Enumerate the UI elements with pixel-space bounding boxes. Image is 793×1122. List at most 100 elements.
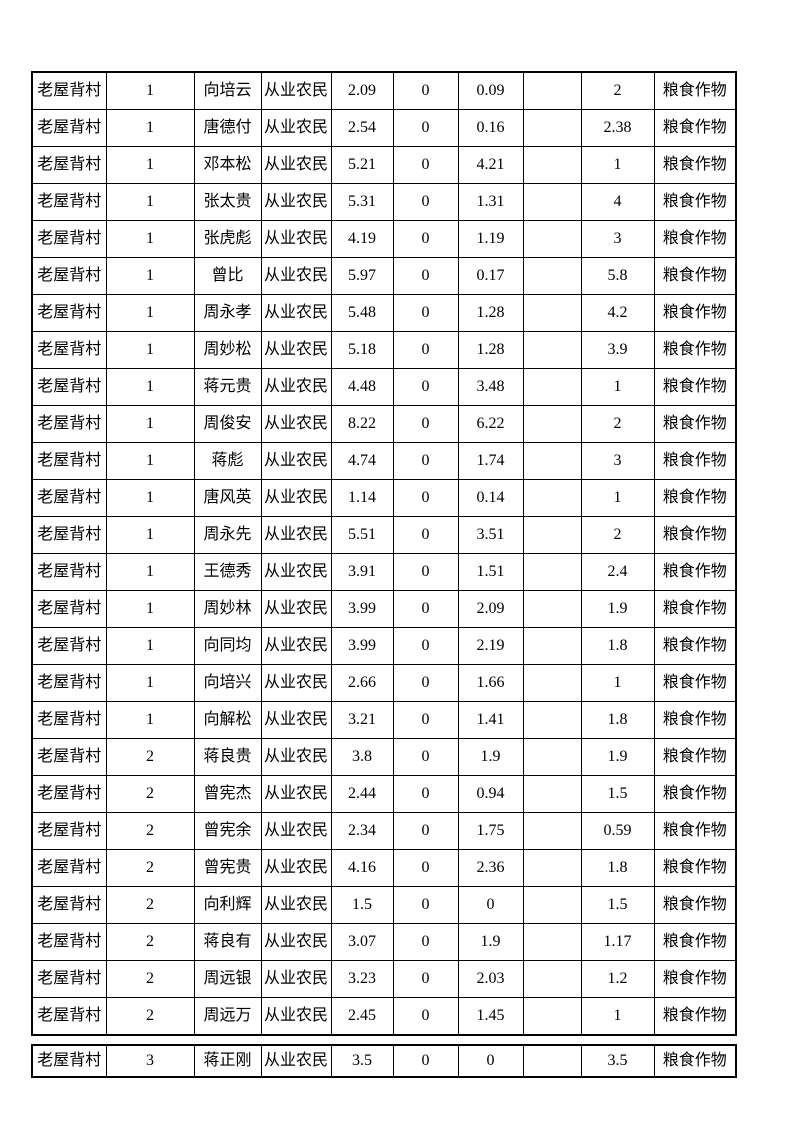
person-name-cell: 曾宪贵 [193, 849, 262, 887]
zero-value-cell: 0 [392, 997, 459, 1036]
occupation-cell: 从业农民 [260, 960, 332, 998]
occupation-cell: 从业农民 [260, 701, 332, 739]
person-name-cell: 周俊安 [193, 405, 262, 443]
table-row: 老屋背村 1 曾比 从业农民 5.97 0 0.17 5.8 粮食作物 [31, 257, 737, 295]
group-number-cell: 1 [105, 368, 195, 406]
table-row: 老屋背村 1 向同均 从业农民 3.99 0 2.19 1.8 粮食作物 [31, 627, 737, 665]
crop-type-cell: 粮食作物 [653, 701, 737, 739]
area-b-cell: 1.8 [580, 701, 655, 739]
village-cell: 老屋背村 [31, 849, 107, 887]
area-total-cell: 2.44 [330, 775, 394, 813]
village-cell: 老屋背村 [31, 960, 107, 998]
area-a-cell: 1.28 [457, 331, 524, 369]
table-row: 老屋背村 1 向解松 从业农民 3.21 0 1.41 1.8 粮食作物 [31, 701, 737, 739]
blank-cell [522, 997, 582, 1036]
area-b-cell: 1.9 [580, 738, 655, 776]
zero-value-cell: 0 [392, 923, 459, 961]
area-b-cell: 1 [580, 664, 655, 702]
table-row: 老屋背村 1 周妙松 从业农民 5.18 0 1.28 3.9 粮食作物 [31, 331, 737, 369]
table-row: 老屋背村 1 王德秀 从业农民 3.91 0 1.51 2.4 粮食作物 [31, 553, 737, 591]
occupation-cell: 从业农民 [260, 405, 332, 443]
table-row: 老屋背村 1 周俊安 从业农民 8.22 0 6.22 2 粮食作物 [31, 405, 737, 443]
area-b-cell: 2 [580, 71, 655, 110]
table-row: 老屋背村 2 曾宪贵 从业农民 4.16 0 2.36 1.8 粮食作物 [31, 849, 737, 887]
blank-cell [522, 368, 582, 406]
person-name-cell: 张虎彪 [193, 220, 262, 258]
village-cell: 老屋背村 [31, 368, 107, 406]
crop-type-cell: 粮食作物 [653, 960, 737, 998]
area-a-cell: 1.9 [457, 738, 524, 776]
person-name-cell: 唐风英 [193, 479, 262, 517]
person-name-cell: 周妙松 [193, 331, 262, 369]
area-a-cell: 0.16 [457, 109, 524, 147]
zero-value-cell: 0 [392, 849, 459, 887]
blank-cell [522, 738, 582, 776]
area-b-cell: 1 [580, 997, 655, 1036]
person-name-cell: 周永先 [193, 516, 262, 554]
occupation-cell: 从业农民 [260, 664, 332, 702]
person-name-cell: 周远银 [193, 960, 262, 998]
group-number-cell: 1 [105, 294, 195, 332]
area-total-cell: 3.99 [330, 627, 394, 665]
zero-value-cell: 0 [392, 183, 459, 221]
person-name-cell: 周远万 [193, 997, 262, 1036]
zero-value-cell: 0 [392, 775, 459, 813]
blank-cell [522, 442, 582, 480]
village-cell: 老屋背村 [31, 109, 107, 147]
area-a-cell: 1.41 [457, 701, 524, 739]
crop-type-cell: 粮食作物 [653, 590, 737, 628]
area-total-cell: 2.45 [330, 997, 394, 1036]
area-a-cell: 1.51 [457, 553, 524, 591]
zero-value-cell: 0 [392, 664, 459, 702]
zero-value-cell: 0 [392, 146, 459, 184]
table-row: 老屋背村 2 曾宪杰 从业农民 2.44 0 0.94 1.5 粮食作物 [31, 775, 737, 813]
area-a-cell: 1.74 [457, 442, 524, 480]
area-a-cell: 0.09 [457, 71, 524, 110]
blank-cell [522, 405, 582, 443]
zero-value-cell: 0 [392, 590, 459, 628]
table-body-fragment-2: 老屋背村 3 蒋正刚 从业农民 3.5 0 0 3.5 粮食作物 [31, 1044, 737, 1078]
person-name-cell: 蒋彪 [193, 442, 262, 480]
occupation-cell: 从业农民 [260, 886, 332, 924]
occupation-cell: 从业农民 [260, 590, 332, 628]
area-total-cell: 3.91 [330, 553, 394, 591]
area-total-cell: 4.19 [330, 220, 394, 258]
area-b-cell: 4 [580, 183, 655, 221]
blank-cell [522, 627, 582, 665]
zero-value-cell: 0 [392, 220, 459, 258]
village-cell: 老屋背村 [31, 405, 107, 443]
area-a-cell: 6.22 [457, 405, 524, 443]
table-row: 老屋背村 2 周远万 从业农民 2.45 0 1.45 1 粮食作物 [31, 997, 737, 1036]
area-a-cell: 0.17 [457, 257, 524, 295]
crop-type-cell: 粮食作物 [653, 849, 737, 887]
village-cell: 老屋背村 [31, 146, 107, 184]
area-b-cell: 5.8 [580, 257, 655, 295]
crop-type-cell: 粮食作物 [653, 997, 737, 1036]
area-a-cell: 1.45 [457, 997, 524, 1036]
area-b-cell: 1.5 [580, 775, 655, 813]
blank-cell [522, 331, 582, 369]
blank-cell [522, 220, 582, 258]
area-a-cell: 3.48 [457, 368, 524, 406]
person-name-cell: 向解松 [193, 701, 262, 739]
area-total-cell: 4.48 [330, 368, 394, 406]
group-number-cell: 2 [105, 923, 195, 961]
blank-cell [522, 71, 582, 110]
crop-type-cell: 粮食作物 [653, 257, 737, 295]
area-total-cell: 4.74 [330, 442, 394, 480]
area-total-cell: 3.8 [330, 738, 394, 776]
zero-value-cell: 0 [392, 257, 459, 295]
village-cell: 老屋背村 [31, 516, 107, 554]
village-cell: 老屋背村 [31, 886, 107, 924]
group-number-cell: 2 [105, 886, 195, 924]
area-total-cell: 2.54 [330, 109, 394, 147]
area-total-cell: 3.5 [330, 1044, 394, 1078]
blank-cell [522, 886, 582, 924]
table-row: 老屋背村 1 周妙林 从业农民 3.99 0 2.09 1.9 粮食作物 [31, 590, 737, 628]
village-cell: 老屋背村 [31, 257, 107, 295]
area-total-cell: 5.48 [330, 294, 394, 332]
blank-cell [522, 257, 582, 295]
zero-value-cell: 0 [392, 442, 459, 480]
blank-cell [522, 812, 582, 850]
